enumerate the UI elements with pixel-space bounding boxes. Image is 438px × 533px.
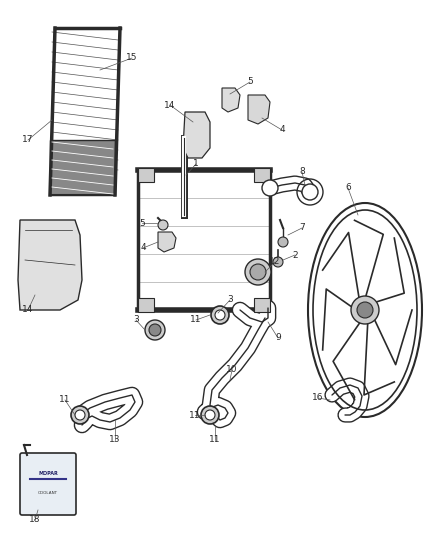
- Text: 9: 9: [275, 334, 281, 343]
- Text: 14: 14: [22, 305, 34, 314]
- Text: 3: 3: [227, 295, 233, 304]
- Text: 15: 15: [126, 53, 138, 62]
- Text: 11: 11: [59, 395, 71, 405]
- Text: 11: 11: [209, 435, 221, 445]
- Text: 14: 14: [164, 101, 176, 109]
- Text: 17: 17: [22, 135, 34, 144]
- Polygon shape: [158, 232, 176, 252]
- Circle shape: [245, 259, 271, 285]
- Text: 13: 13: [109, 435, 121, 445]
- Circle shape: [211, 306, 229, 324]
- Circle shape: [149, 324, 161, 336]
- Text: 10: 10: [226, 366, 238, 375]
- Text: 11: 11: [190, 316, 202, 325]
- Bar: [138, 168, 154, 182]
- Text: 6: 6: [345, 183, 351, 192]
- Circle shape: [357, 302, 373, 318]
- Text: MOPAR: MOPAR: [38, 471, 58, 476]
- Text: 4: 4: [279, 125, 285, 134]
- Circle shape: [205, 410, 215, 420]
- Bar: [138, 298, 154, 312]
- Text: 11: 11: [189, 410, 201, 419]
- Text: 16: 16: [312, 393, 324, 402]
- Text: 7: 7: [299, 223, 305, 232]
- Polygon shape: [183, 112, 210, 158]
- Polygon shape: [50, 28, 120, 195]
- Text: 5: 5: [247, 77, 253, 86]
- Polygon shape: [18, 220, 82, 310]
- Circle shape: [262, 180, 278, 196]
- Text: COOLANT: COOLANT: [38, 491, 58, 495]
- Circle shape: [278, 237, 288, 247]
- Text: 4: 4: [140, 244, 146, 253]
- Text: 3: 3: [133, 316, 139, 325]
- Circle shape: [71, 406, 89, 424]
- Text: 8: 8: [299, 167, 305, 176]
- Text: 2: 2: [292, 251, 298, 260]
- Bar: [254, 298, 270, 312]
- Text: 5: 5: [139, 219, 145, 228]
- Circle shape: [145, 320, 165, 340]
- Circle shape: [302, 184, 318, 200]
- Ellipse shape: [308, 203, 422, 417]
- Polygon shape: [138, 170, 270, 310]
- Text: 18: 18: [29, 515, 41, 524]
- Circle shape: [158, 220, 168, 230]
- Circle shape: [273, 257, 283, 267]
- Bar: [254, 168, 270, 182]
- Polygon shape: [248, 95, 270, 124]
- Circle shape: [250, 264, 266, 280]
- Circle shape: [201, 406, 219, 424]
- Circle shape: [75, 410, 85, 420]
- Text: 12: 12: [269, 257, 281, 266]
- Circle shape: [351, 296, 379, 324]
- Polygon shape: [222, 88, 240, 112]
- Polygon shape: [50, 140, 115, 195]
- Circle shape: [215, 310, 225, 320]
- FancyBboxPatch shape: [20, 453, 76, 515]
- Text: 1: 1: [193, 159, 199, 168]
